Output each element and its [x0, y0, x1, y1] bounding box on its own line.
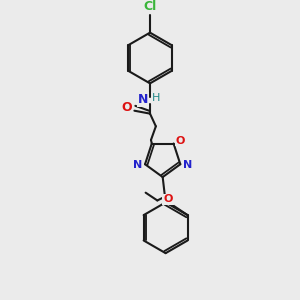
- Text: O: O: [164, 194, 173, 205]
- Text: N: N: [133, 160, 142, 170]
- Text: Cl: Cl: [143, 0, 157, 13]
- Text: O: O: [121, 101, 132, 114]
- Text: H: H: [152, 93, 160, 103]
- Text: O: O: [176, 136, 185, 146]
- Text: N: N: [184, 160, 193, 170]
- Text: N: N: [138, 94, 148, 106]
